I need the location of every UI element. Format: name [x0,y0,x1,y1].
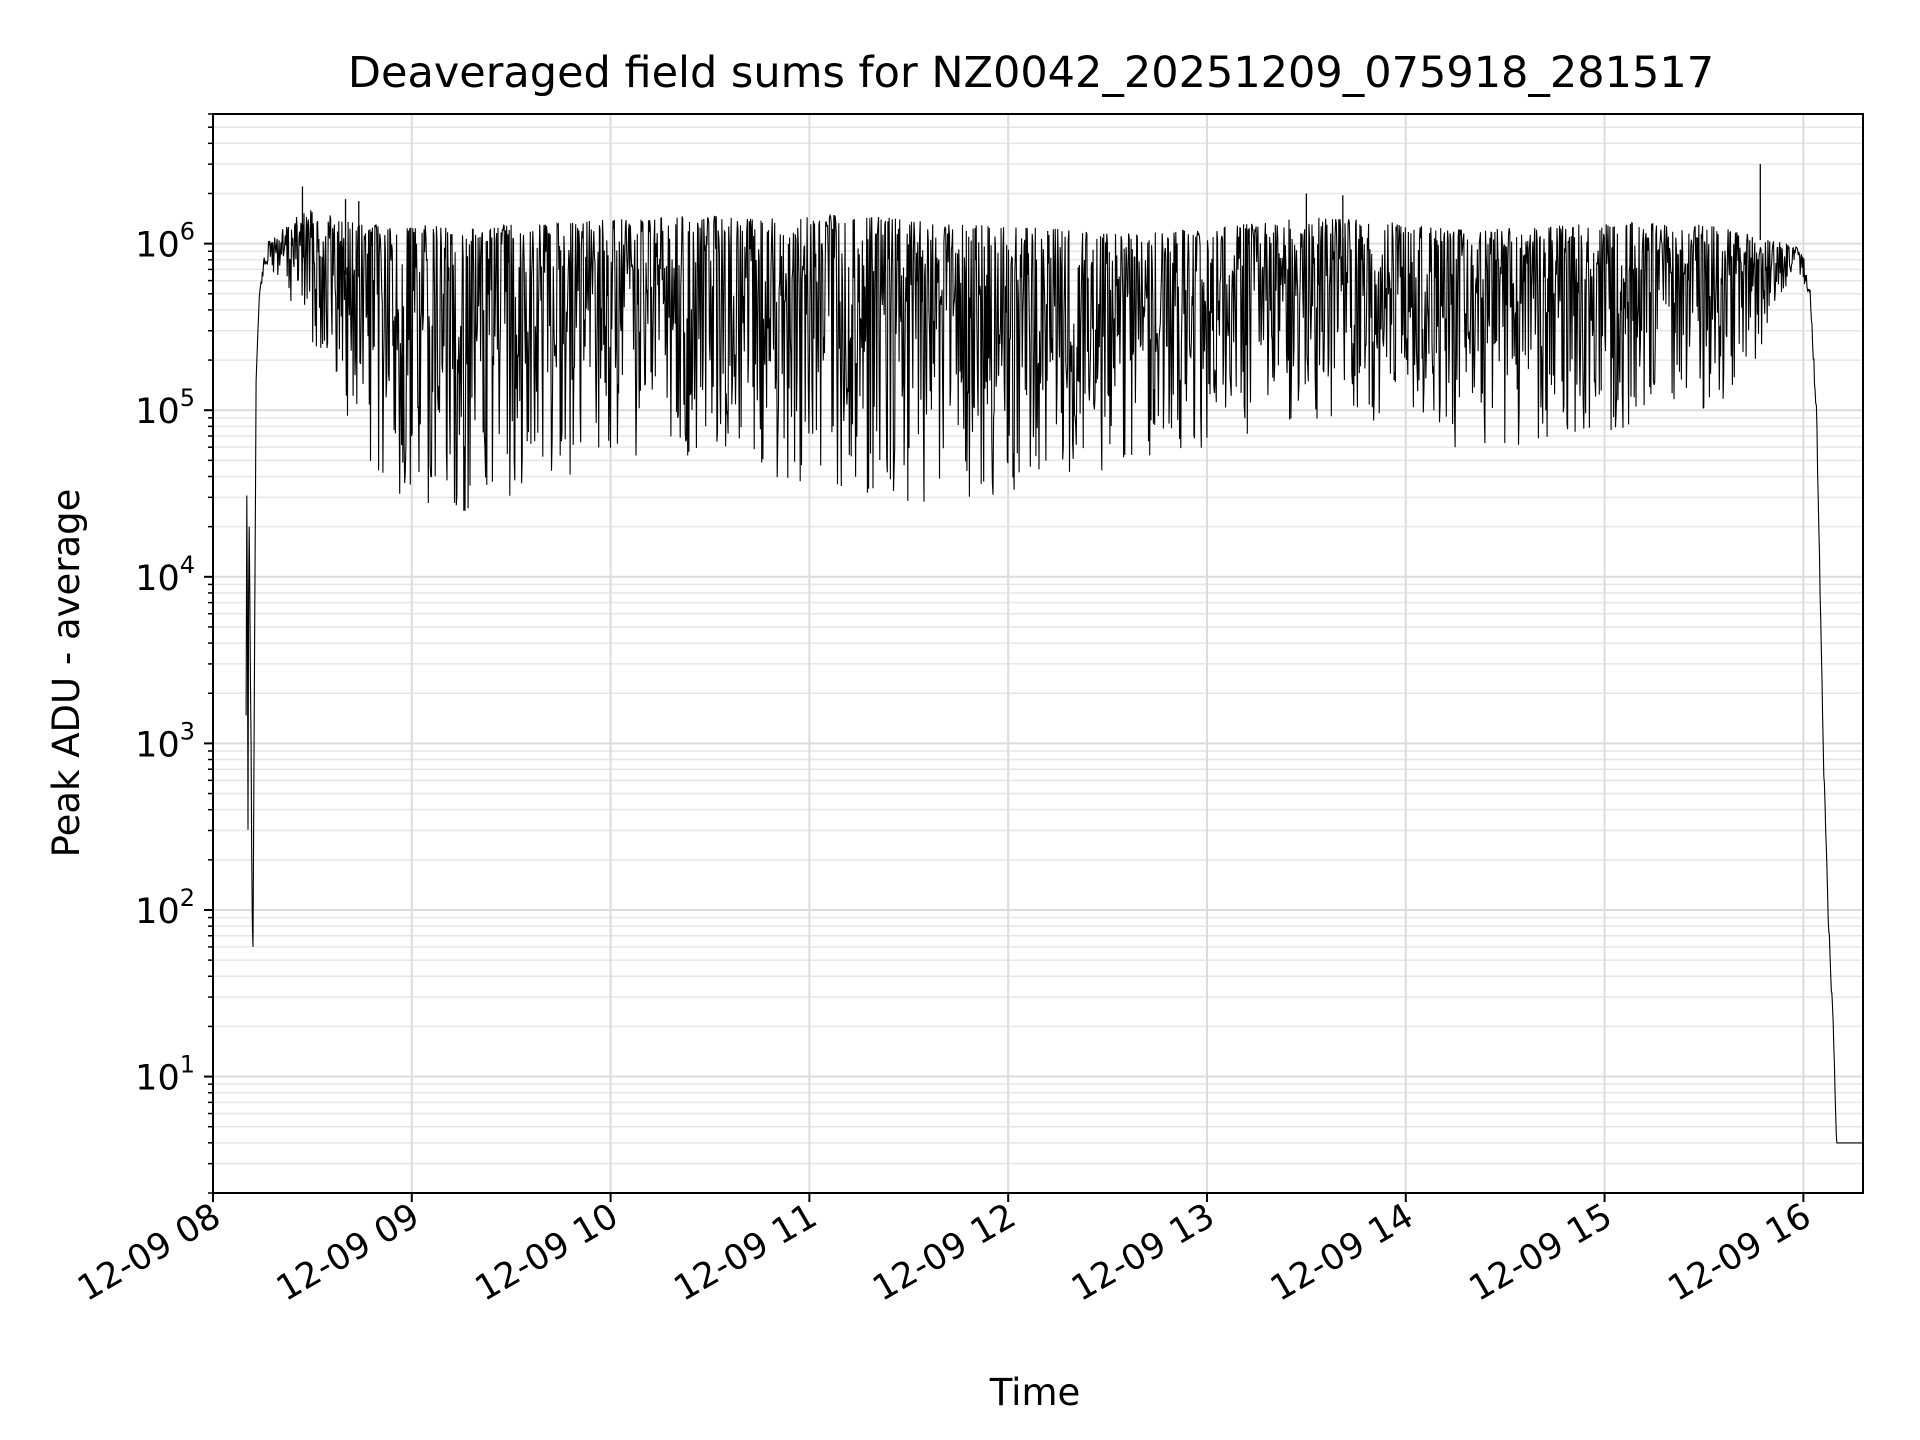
y-axis-label: Peak ADU - average [45,489,88,858]
y-tick-label: 105 [135,384,195,432]
x-axis-label: Time [989,1371,1081,1414]
plot-frame [212,113,1864,1194]
y-tick-label: 102 [135,884,195,932]
plot-area [245,164,1863,1144]
grid [212,113,1863,1194]
y-tick-label: 106 [135,218,195,266]
y-tick-label: 103 [135,717,195,765]
y-tick-label: 101 [135,1051,195,1099]
y-tick-label: 104 [135,551,195,599]
data-line [245,210,1863,1144]
chart-title: Deaveraged field sums for NZ0042_2025120… [348,48,1714,98]
